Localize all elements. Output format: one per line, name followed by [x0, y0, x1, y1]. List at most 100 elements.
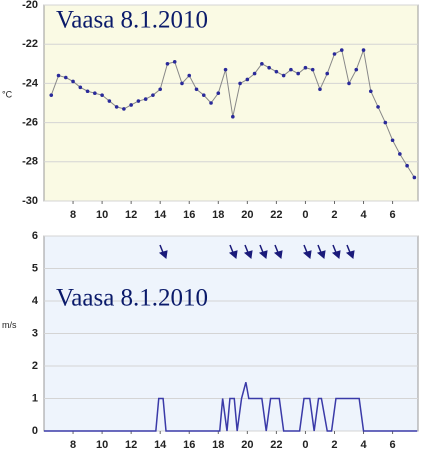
data-point [281, 73, 286, 78]
data-point [172, 60, 177, 64]
data-point [318, 87, 322, 92]
data-point [71, 79, 75, 84]
y-tick-label: -30 [22, 195, 38, 207]
y-tick-label: 5 [32, 262, 38, 274]
data-point [216, 91, 221, 95]
x-tick-label: 2 [331, 209, 337, 221]
data-point [187, 73, 192, 78]
data-point [136, 99, 141, 103]
data-point [325, 71, 330, 76]
x-tick-label: 0 [302, 209, 308, 221]
arrow-head [158, 250, 168, 259]
x-tick-label: 16 [183, 209, 195, 221]
arrow-head [258, 250, 268, 259]
y-tick-label: 6 [32, 230, 38, 242]
y-tick-label: -26 [22, 117, 38, 129]
arrow-head [331, 250, 341, 259]
data-point [151, 93, 155, 97]
y-tick-label: -28 [22, 156, 38, 168]
y-tick-label: 4 [32, 295, 39, 307]
x-tick-label: 14 [154, 209, 167, 221]
data-point [361, 48, 366, 52]
arrow-head [243, 250, 253, 259]
data-point [310, 67, 315, 72]
x-tick-label: 16 [183, 439, 195, 451]
data-point [93, 91, 97, 95]
data-point [223, 67, 228, 72]
data-point [252, 71, 257, 76]
y-axis-label: m/s [2, 320, 17, 330]
data-point [260, 62, 264, 66]
data-point [332, 52, 337, 56]
data-point [158, 87, 162, 92]
y-tick-label: -24 [22, 77, 39, 89]
data-point [56, 73, 61, 78]
data-point [383, 120, 388, 125]
x-tick-label: 12 [125, 209, 137, 221]
x-tick-label: 22 [270, 439, 282, 451]
y-tick-label: -20 [22, 0, 38, 11]
data-point [303, 65, 308, 70]
data-point [405, 163, 409, 168]
data-point [114, 105, 119, 109]
data-point [339, 48, 344, 52]
y-tick-label: 0 [32, 425, 38, 437]
data-point [122, 107, 126, 111]
arrow-head [302, 250, 312, 259]
x-tick-label: 20 [241, 209, 253, 221]
data-point [289, 67, 293, 72]
x-tick-label: 10 [96, 209, 108, 221]
x-tick-label: 4 [360, 209, 367, 221]
x-tick-label: 8 [70, 439, 76, 451]
data-point [129, 103, 133, 107]
x-tick-label: 0 [302, 439, 308, 451]
data-point [347, 81, 351, 86]
data-point [354, 67, 359, 72]
chart-title: Vaasa 8.1.2010 [56, 7, 208, 34]
x-tick-label: 20 [241, 439, 253, 451]
data-point [194, 87, 199, 92]
data-point [143, 97, 148, 101]
data-line [44, 382, 418, 432]
data-point [368, 89, 373, 94]
data-point [398, 152, 402, 156]
data-point [78, 85, 83, 90]
x-tick-label: 6 [390, 439, 396, 451]
data-point [165, 62, 170, 66]
y-tick-label: -22 [22, 38, 38, 50]
data-point [100, 93, 104, 97]
data-point [390, 138, 395, 143]
wind-direction-arrows [158, 244, 355, 259]
chart-title: Vaasa 8.1.2010 [56, 285, 208, 312]
x-tick-label: 22 [270, 209, 282, 221]
y-tick-label: 2 [32, 360, 38, 372]
x-tick-label: 14 [154, 439, 167, 451]
data-point [238, 81, 242, 86]
data-point [85, 89, 90, 94]
data-point [201, 93, 206, 97]
x-tick-label: 18 [212, 209, 224, 221]
x-tick-label: 6 [390, 209, 396, 221]
data-point [296, 71, 300, 76]
data-point [107, 99, 112, 103]
data-point [412, 175, 417, 180]
data-point [231, 114, 235, 119]
x-tick-label: 4 [360, 439, 367, 451]
x-tick-label: 18 [212, 439, 224, 451]
arrow-head [316, 250, 326, 259]
data-point [267, 65, 271, 70]
arrow-head [345, 250, 355, 259]
data-point [245, 77, 250, 82]
data-point [209, 101, 213, 105]
y-tick-label: 3 [32, 327, 38, 339]
data-point [376, 105, 380, 109]
y-axis-label: °C [2, 89, 13, 99]
x-tick-label: 8 [70, 209, 76, 221]
data-point [274, 69, 279, 74]
x-tick-label: 2 [331, 439, 337, 451]
x-tick-label: 10 [96, 439, 108, 451]
data-point [49, 93, 54, 97]
data-point [63, 75, 68, 80]
arrow-head [273, 250, 283, 259]
